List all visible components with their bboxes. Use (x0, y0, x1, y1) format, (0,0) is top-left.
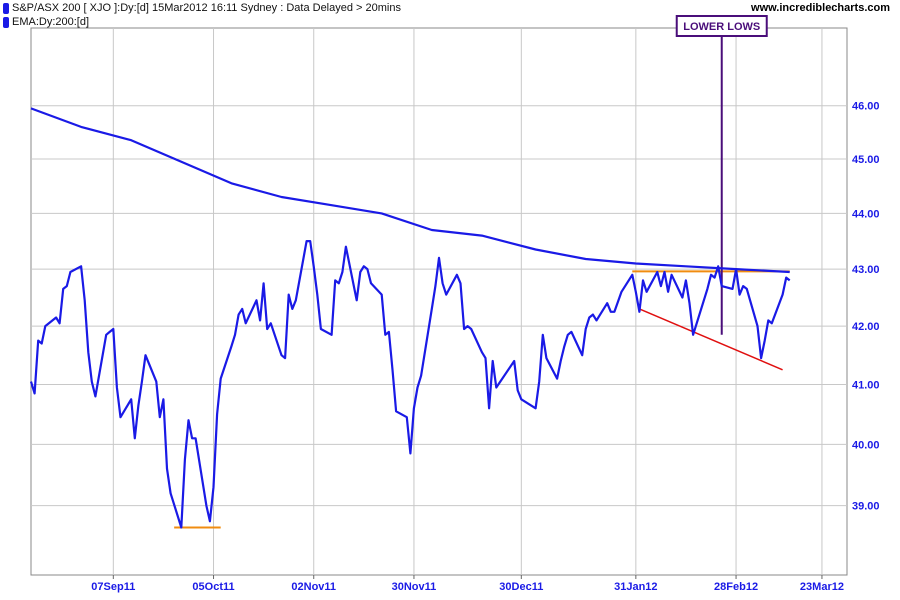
legend-item-ema: EMA:Dy:200:[d] (3, 15, 89, 29)
legend-item-price: S&P/ASX 200 [ XJO ]:Dy:[d] 15Mar2012 16:… (3, 1, 401, 15)
trend-line (639, 308, 783, 371)
ema-series-line (30, 107, 790, 274)
y-tick-label: 46.00 (852, 101, 880, 113)
y-tick-label: 44.00 (852, 208, 880, 220)
x-tick-label: 23Mar12 (800, 581, 844, 593)
series-layer (29, 107, 791, 529)
legend-label-price: S&P/ASX 200 [ XJO ]:Dy:[d] 15Mar2012 16:… (12, 2, 401, 14)
tick-layer: 39.00 40.00 41.00 42.00 43.00 44.00 45.00 46.00… (91, 101, 879, 593)
y-tick-label: 39.00 (852, 501, 880, 513)
annotation-layer: LOWER LOWS (174, 15, 790, 529)
x-tick-label: 30Dec11 (499, 581, 543, 593)
plot-area (30, 27, 848, 576)
legend-swatch-price (3, 2, 9, 14)
y-tick-label: 41.00 (852, 380, 880, 392)
grid-layer (31, 28, 847, 575)
x-tick-label: 28Feb12 (714, 581, 758, 593)
y-tick-label: 43.00 (852, 264, 880, 276)
y-tick-label: 40.00 (852, 439, 880, 451)
legend-swatch-ema (3, 16, 9, 28)
x-tick-label: 05Oct11 (192, 581, 234, 593)
annotation-label: LOWER LOWS (683, 21, 760, 33)
x-tick-label: 31Jan12 (614, 581, 657, 593)
x-tick-label: 07Sep11 (91, 581, 135, 593)
y-tick-label: 42.00 (852, 321, 880, 333)
price-series-line (29, 240, 791, 529)
x-tick-label: 02Nov11 (291, 581, 336, 593)
x-tick-label: 30Nov11 (392, 581, 437, 593)
y-tick-label: 45.00 (852, 154, 880, 166)
site-url: www.incrediblecharts.com (751, 2, 890, 14)
legend-label-ema: EMA:Dy:200:[d] (12, 16, 90, 28)
annotation-box (675, 15, 768, 37)
